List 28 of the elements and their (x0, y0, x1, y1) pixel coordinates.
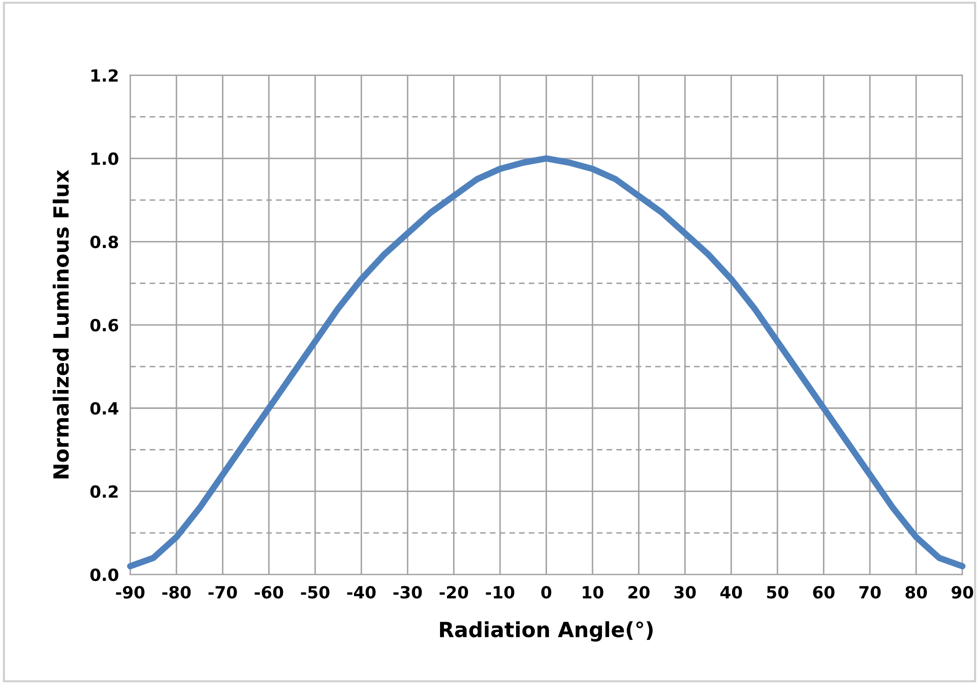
x-tick-label: -70 (208, 586, 237, 599)
x-tick-label: -20 (440, 586, 468, 599)
x-tick-label: -50 (300, 586, 330, 599)
x-tick-label: -10 (486, 586, 514, 599)
x-tick-label: -60 (254, 586, 284, 599)
x-tick-label: 30 (674, 586, 696, 599)
y-tick-label: 0.8 (90, 236, 118, 248)
x-tick-label: -90 (116, 586, 144, 599)
x-tick-label: 10 (582, 586, 604, 599)
y-tick-label: 0.6 (90, 318, 118, 332)
x-tick-label: 90 (952, 586, 974, 599)
y-tick-label: 1.0 (91, 152, 118, 166)
x-tick-label: 20 (628, 586, 650, 599)
x-tick-label: -40 (347, 586, 376, 599)
y-tick-label: 0.2 (90, 485, 118, 498)
x-tick-label: -80 (162, 586, 191, 599)
x-tick-label: 50 (767, 586, 788, 599)
y-tick-label: 0.4 (90, 402, 118, 415)
x-tick-label: 70 (859, 586, 881, 599)
x-tick-label: 80 (906, 586, 927, 599)
y-tick-label: 1.2 (91, 69, 118, 82)
y-axis-title: Normalized Luminous Flux (52, 170, 69, 478)
x-tick-label: 60 (813, 586, 834, 599)
x-tick-label: 0 (541, 586, 552, 599)
y-tick-label: 0.0 (90, 568, 118, 582)
x-tick-label: 40 (720, 586, 742, 599)
x-tick-label: -30 (393, 586, 422, 599)
x-axis-title: Radiation Angle(°) (440, 621, 653, 642)
